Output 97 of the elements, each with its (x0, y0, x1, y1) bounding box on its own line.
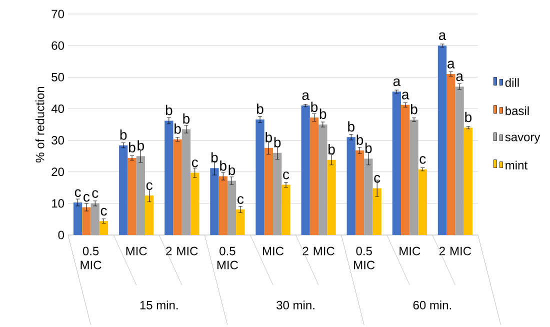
bar (190, 172, 200, 235)
bar (401, 104, 410, 235)
legend-label: dill (505, 78, 519, 87)
data-label: c (92, 190, 98, 198)
y-tick-label: 10 (52, 199, 64, 208)
bar (128, 158, 136, 235)
bar (455, 86, 464, 235)
bar (227, 180, 236, 235)
x-tick-label: MIC (126, 246, 147, 256)
legend-label: savory (505, 134, 540, 144)
data-label: b (183, 113, 190, 124)
x-tick-label: 2 MIC (439, 246, 472, 256)
data-label: c (374, 175, 380, 183)
y-tick-label: 20 (52, 168, 64, 176)
bar (364, 158, 373, 235)
legend-label: mint (506, 160, 528, 170)
y-tick-label: 70 (52, 10, 64, 18)
data-label: c (146, 182, 152, 190)
bar (182, 129, 191, 235)
legend-label: basil (506, 106, 529, 116)
data-label: a (448, 60, 455, 68)
y-axis-title: % of reduction (35, 86, 44, 162)
data-label: b (228, 164, 236, 176)
data-label: b (257, 104, 264, 114)
data-label: b (211, 152, 218, 163)
data-label: a (438, 32, 446, 40)
bar (282, 184, 290, 235)
text: 15 min. (140, 300, 178, 310)
bar (82, 207, 91, 235)
bar (218, 176, 228, 235)
bar (90, 203, 100, 235)
data-label: b (320, 108, 326, 119)
y-tick-label: 50 (52, 72, 64, 82)
bar (318, 124, 328, 235)
bar (327, 160, 336, 235)
data-label: c (100, 208, 107, 216)
data-label: b (138, 140, 144, 151)
data-label: b (465, 112, 472, 122)
x-tick-label: 2 MIC (302, 246, 334, 256)
text: 30 min. (276, 300, 314, 310)
bar (264, 148, 273, 235)
bar (446, 74, 456, 235)
data-label: b (274, 137, 281, 148)
data-label: b (174, 124, 181, 134)
y-tick-label: 40 (51, 104, 64, 113)
bar (301, 106, 310, 235)
data-label: b (328, 144, 335, 154)
bar (410, 120, 418, 235)
bar (310, 118, 319, 235)
bar (372, 188, 382, 235)
data-label: b (365, 142, 372, 154)
data-label: b (411, 104, 418, 114)
bar (119, 145, 128, 235)
data-label: b (120, 130, 127, 140)
data-label: a (302, 92, 310, 100)
data-label: b (129, 142, 136, 152)
data-label: b (266, 132, 272, 142)
bar (464, 128, 473, 235)
x-tick-label: 2 MIC (166, 246, 198, 256)
bar (438, 46, 447, 235)
data-label: a (393, 78, 401, 86)
data-label: b (311, 102, 318, 112)
bar (210, 168, 219, 235)
bar (99, 221, 108, 235)
x-tick-label: 0.5 MIC (217, 246, 238, 270)
bar (144, 196, 154, 235)
text: 60 min. (413, 300, 451, 310)
y-tick-label: 30 (52, 136, 64, 145)
x-tick-label: 0.5 MIC (80, 246, 102, 270)
bar (346, 137, 356, 235)
data-label: b (348, 121, 354, 132)
bar (273, 152, 282, 235)
x-tick-label: MIC (262, 246, 284, 256)
data-label: c (283, 172, 290, 180)
y-tick-label: 60 (52, 41, 64, 50)
bar (173, 139, 182, 235)
bar (418, 169, 427, 235)
bar (256, 119, 264, 235)
data-label: c (420, 156, 426, 164)
data-label: c (238, 196, 244, 204)
bar (236, 209, 245, 235)
bar (136, 156, 145, 235)
data-label: c (84, 194, 90, 202)
x-tick-label: 0.5 MIC (354, 246, 375, 270)
bar (355, 150, 364, 235)
bar (392, 92, 402, 235)
x-tick-label: MIC (400, 246, 420, 256)
data-label: c (74, 189, 81, 197)
bar (164, 120, 174, 235)
y-tick-label: 0 (58, 230, 64, 240)
bar (73, 202, 82, 235)
data-label: b (166, 104, 172, 116)
data-label: b (220, 160, 226, 171)
data-label: a (402, 92, 410, 100)
data-label: c (192, 160, 198, 168)
data-label: a (456, 73, 464, 82)
data-label: b (356, 134, 364, 145)
